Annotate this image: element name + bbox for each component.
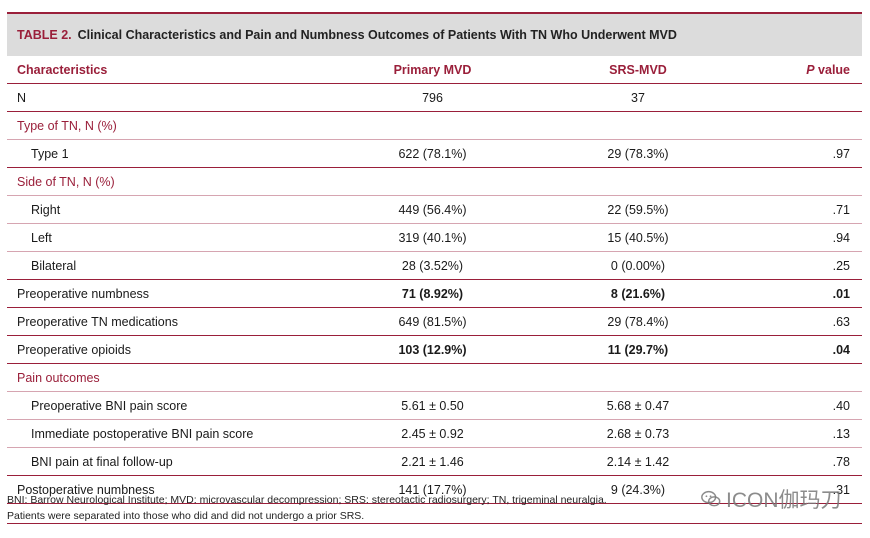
srs-value: 37 xyxy=(631,90,645,105)
p-value: .97 xyxy=(832,146,850,161)
srs-value: 15 (40.5%) xyxy=(607,230,669,245)
p-value: .31 xyxy=(832,482,850,497)
primary-value: 2.21 ± 1.46 xyxy=(401,454,464,469)
table-title: Clinical Characteristics and Pain and Nu… xyxy=(77,28,677,42)
table-row: Postoperative numbness 141 (17.7%) 9 (24… xyxy=(7,476,862,504)
srs-value: 29 (78.3%) xyxy=(607,146,669,161)
srs-value: 22 (59.5%) xyxy=(607,202,669,217)
row-label: Left xyxy=(31,230,52,245)
primary-value: 103 (12.9%) xyxy=(398,342,467,357)
row-label: Type 1 xyxy=(31,146,69,161)
bottom-rule xyxy=(7,523,862,524)
table-row: Preoperative opioids 103 (12.9%) 11 (29.… xyxy=(7,336,862,364)
table-row: Type 1 622 (78.1%) 29 (78.3%) .97 xyxy=(7,140,862,168)
primary-value: 141 (17.7%) xyxy=(398,482,467,497)
srs-value: 2.14 ± 1.42 xyxy=(606,454,670,469)
p-value: .04 xyxy=(832,342,850,357)
p-italic: P xyxy=(806,62,815,77)
table-row: Immediate postoperative BNI pain score 2… xyxy=(7,420,862,448)
header-primary-mvd: Primary MVD xyxy=(345,56,520,84)
srs-value: 5.68 ± 0.47 xyxy=(606,398,670,413)
p-value: .01 xyxy=(832,286,850,301)
srs-value: 9 (24.3%) xyxy=(610,482,666,497)
srs-value: 8 (21.6%) xyxy=(610,286,666,301)
header-srs-mvd: SRS-MVD xyxy=(520,56,756,84)
primary-value: 649 (81.5%) xyxy=(398,314,467,329)
p-value: .94 xyxy=(832,230,850,245)
primary-value: 28 (3.52%) xyxy=(401,258,464,273)
row-label: Right xyxy=(31,202,61,217)
primary-value: 71 (8.92%) xyxy=(401,286,464,301)
table-label: TABLE 2. xyxy=(17,28,72,42)
primary-value: 449 (56.4%) xyxy=(398,202,467,217)
primary-value: 5.61 ± 0.50 xyxy=(401,398,464,413)
footnote-abbreviations: BNI: Barrow Neurological Institute; MVD:… xyxy=(7,494,607,506)
table-row: BNI pain at final follow-up 2.21 ± 1.46 … xyxy=(7,448,862,476)
p-value: .13 xyxy=(832,426,850,441)
table-row: Preoperative BNI pain score 5.61 ± 0.50 … xyxy=(7,392,862,420)
table-row: Pain outcomes xyxy=(7,364,862,392)
section-label: Type of TN, N (%) xyxy=(17,118,117,133)
p-value: .25 xyxy=(832,258,850,273)
section-label: Pain outcomes xyxy=(17,370,100,385)
table-frame: TABLE 2. Clinical Characteristics and Pa… xyxy=(7,12,862,504)
row-label: Preoperative numbness xyxy=(17,286,150,301)
table-row: Type of TN, N (%) xyxy=(7,112,862,140)
row-label: Immediate postoperative BNI pain score xyxy=(31,426,254,441)
section-label: Side of TN, N (%) xyxy=(17,174,115,189)
row-label: Preoperative opioids xyxy=(17,342,131,357)
wechat-icon xyxy=(701,490,721,507)
primary-value: 796 xyxy=(422,90,443,105)
p-value-rest: value xyxy=(814,62,850,77)
watermark-text: ICON伽玛刀 xyxy=(726,489,842,512)
header-p-value: P value xyxy=(756,56,862,84)
table-row: N 796 37 xyxy=(7,84,862,112)
table-row: Preoperative TN medications 649 (81.5%) … xyxy=(7,308,862,336)
p-value: .40 xyxy=(832,398,850,413)
row-label: Bilateral xyxy=(31,258,77,273)
table-row: Side of TN, N (%) xyxy=(7,168,862,196)
row-label: Postoperative numbness xyxy=(17,482,155,497)
table-row: Right 449 (56.4%) 22 (59.5%) .71 xyxy=(7,196,862,224)
table-title-bar: TABLE 2. Clinical Characteristics and Pa… xyxy=(7,12,862,56)
watermark: ICON伽玛刀 xyxy=(700,484,842,514)
srs-value: 29 (78.4%) xyxy=(607,314,669,329)
primary-value: 2.45 ± 0.92 xyxy=(401,426,464,441)
table-row: Left 319 (40.1%) 15 (40.5%) .94 xyxy=(7,224,862,252)
table-row: Preoperative numbness 71 (8.92%) 8 (21.6… xyxy=(7,280,862,308)
table-row: Bilateral 28 (3.52%) 0 (0.00%) .25 xyxy=(7,252,862,280)
clinical-characteristics-table: Characteristics Primary MVD SRS-MVD P va… xyxy=(7,56,862,504)
table-header-row: Characteristics Primary MVD SRS-MVD P va… xyxy=(7,56,862,84)
row-label: N xyxy=(17,90,27,105)
row-label: Preoperative TN medications xyxy=(17,314,178,329)
srs-value: 11 (29.7%) xyxy=(607,342,669,357)
row-label: BNI pain at final follow-up xyxy=(31,454,173,469)
srs-value: 0 (0.00%) xyxy=(610,258,666,273)
p-value: .71 xyxy=(832,202,850,217)
footnote-note: Patients were separated into those who d… xyxy=(7,510,365,522)
row-label: Preoperative BNI pain score xyxy=(31,398,188,413)
p-value: .63 xyxy=(832,314,850,329)
primary-value: 622 (78.1%) xyxy=(398,146,467,161)
header-characteristics: Characteristics xyxy=(7,56,345,84)
srs-value: 2.68 ± 0.73 xyxy=(606,426,670,441)
primary-value: 319 (40.1%) xyxy=(398,230,467,245)
p-value xyxy=(756,84,862,112)
p-value: .78 xyxy=(832,454,850,469)
table-footnotes: BNI: Barrow Neurological Institute; MVD:… xyxy=(7,492,862,524)
